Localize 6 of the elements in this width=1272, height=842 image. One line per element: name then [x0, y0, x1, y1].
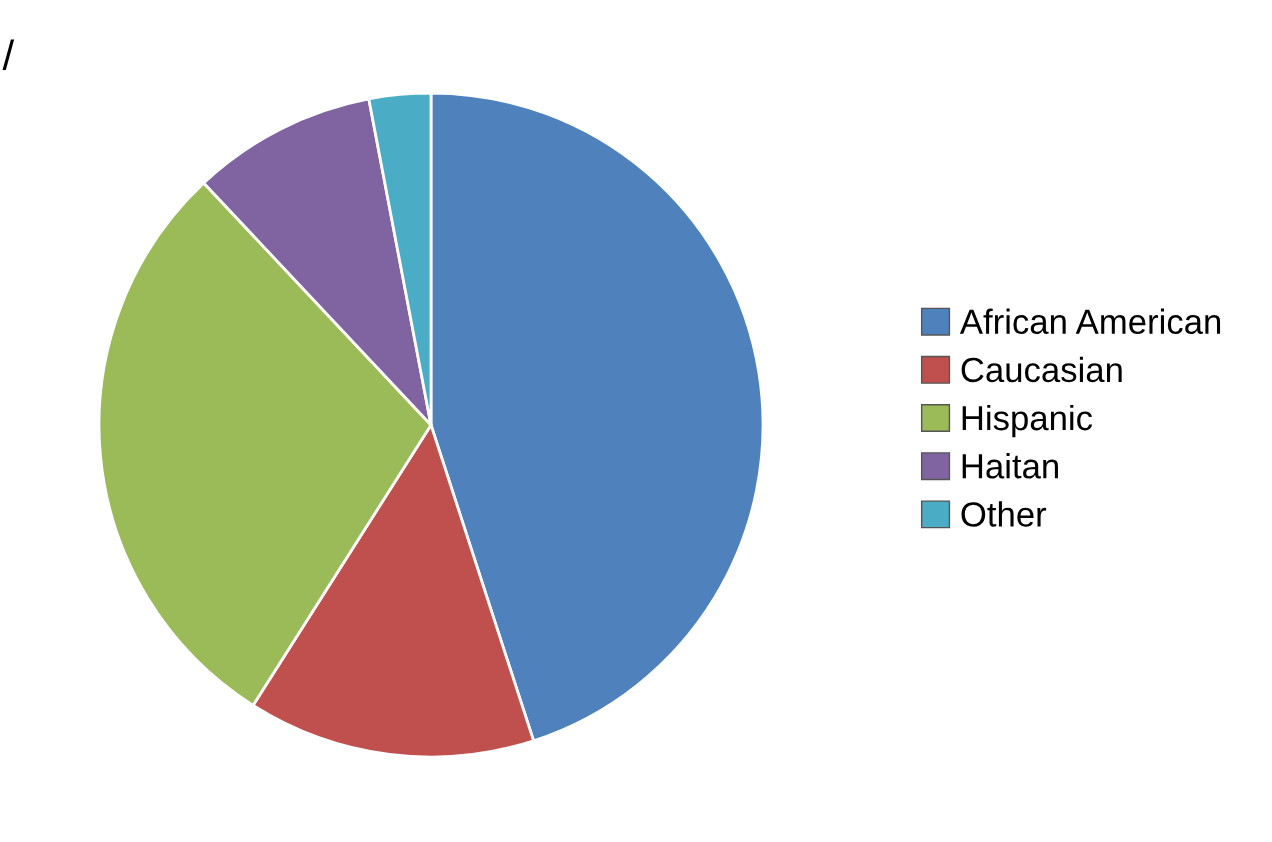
- legend-label: Other: [961, 501, 1047, 527]
- legend-label: African American: [959, 308, 1221, 335]
- legend-label: Hispanic: [962, 404, 1093, 438]
- legend-label: Haitan: [962, 453, 1058, 479]
- text: /: [2, 39, 15, 71]
- legend-label: Caucasian: [961, 356, 1122, 383]
